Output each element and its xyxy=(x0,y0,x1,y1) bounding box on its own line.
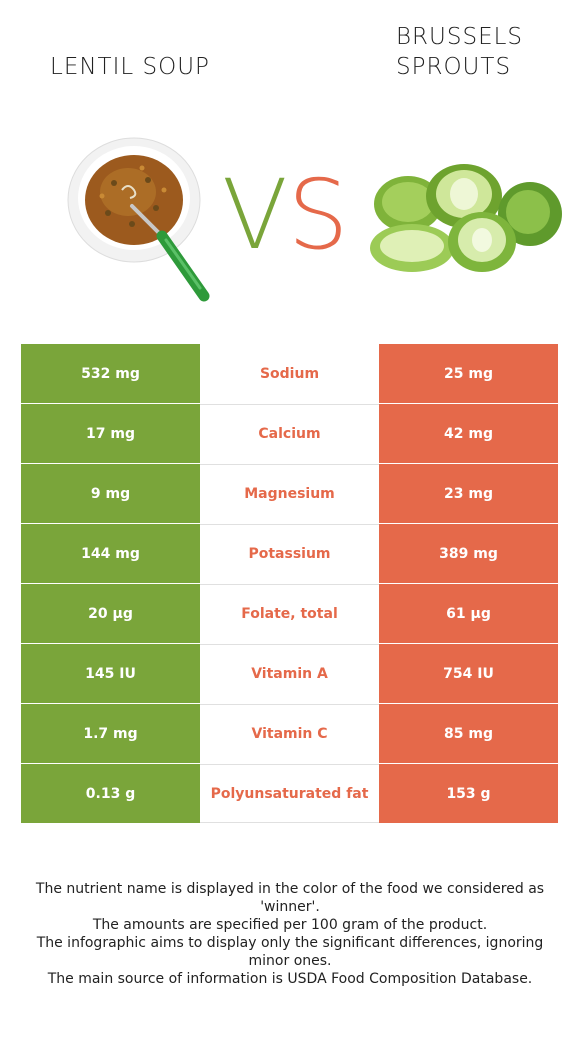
lentil-soup-value: 20 µg xyxy=(21,584,200,643)
nutrient-name: Polyunsaturated fat xyxy=(200,764,379,823)
table-row: 1.7 mg Vitamin C 85 mg xyxy=(21,704,558,764)
versus-label: VS xyxy=(222,160,349,270)
versus-s: S xyxy=(287,159,349,271)
lentil-soup-value: 145 IU xyxy=(21,644,200,703)
footnote-source: The main source of information is USDA F… xyxy=(47,971,533,987)
table-row: 9 mg Magnesium 23 mg xyxy=(21,464,558,524)
lentil-soup-bowl-image xyxy=(67,137,210,302)
nutrient-name: Vitamin C xyxy=(200,704,379,763)
nutrient-name: Sodium xyxy=(200,344,379,403)
nutrient-name: Vitamin A xyxy=(200,644,379,703)
right-food-title: BRUSSELS SPROUTS xyxy=(396,24,524,80)
nutrient-name: Folate, total xyxy=(200,584,379,643)
lentil-soup-value: 1.7 mg xyxy=(21,704,200,763)
lentil-soup-value: 0.13 g xyxy=(21,764,200,823)
nutrient-name: Magnesium xyxy=(200,464,379,523)
brussels-sprouts-value: 42 mg xyxy=(379,404,558,463)
nutrient-name: Calcium xyxy=(200,404,379,463)
table-row: 0.13 g Polyunsaturated fat 153 g xyxy=(21,764,558,824)
versus-v: V xyxy=(222,159,288,271)
brussels-sprouts-value: 754 IU xyxy=(379,644,558,703)
brussels-sprouts-value: 389 mg xyxy=(379,524,558,583)
footnote-winner: The nutrient name is displayed in the co… xyxy=(35,881,545,915)
brussels-sprouts-image xyxy=(370,164,562,272)
footnote-amounts: The amounts are specified per 100 gram o… xyxy=(92,917,488,933)
table-row: 532 mg Sodium 25 mg xyxy=(21,344,558,404)
lentil-soup-value: 144 mg xyxy=(21,524,200,583)
nutrient-name: Potassium xyxy=(200,524,379,583)
table-row: 144 mg Potassium 389 mg xyxy=(21,524,558,584)
lentil-soup-value: 532 mg xyxy=(21,344,200,403)
comparison-table: 532 mg Sodium 25 mg 17 mg Calcium 42 mg 9 mg Ma… xyxy=(21,344,558,824)
brussels-sprouts-value: 153 g xyxy=(379,764,558,823)
brussels-sprouts-value: 85 mg xyxy=(379,704,558,763)
lentil-soup-value: 9 mg xyxy=(21,464,200,523)
brussels-sprouts-value: 23 mg xyxy=(379,464,558,523)
brussels-sprouts-value: 25 mg xyxy=(379,344,558,403)
table-row: 20 µg Folate, total 61 µg xyxy=(21,584,558,644)
table-row: 145 IU Vitamin A 754 IU xyxy=(21,644,558,704)
lentil-soup-value: 17 mg xyxy=(21,404,200,463)
footnotes: The nutrient name is displayed in the co… xyxy=(20,880,560,988)
brussels-sprouts-value: 61 µg xyxy=(379,584,558,643)
footnote-significance: The infographic aims to display only the… xyxy=(36,935,544,969)
table-row: 17 mg Calcium 42 mg xyxy=(21,404,558,464)
left-food-title: LENTIL SOUP xyxy=(50,54,210,80)
